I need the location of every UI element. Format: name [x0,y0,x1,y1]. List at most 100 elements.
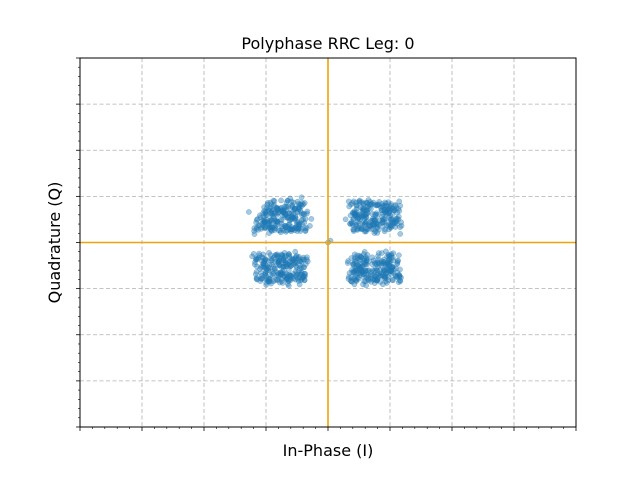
scatter-point [284,276,290,283]
scatter-point [367,201,374,208]
scatter-point [279,270,286,277]
scatter-point [396,272,402,278]
scatter-point [261,263,268,270]
scatter-point [373,212,379,218]
scatter-point [301,273,308,280]
scatter-point [367,219,373,226]
scatter-point [384,203,390,210]
scatter-point [353,271,359,277]
scatter-point [357,266,363,272]
scatter-point [385,258,392,265]
scatter-point [349,279,355,285]
scatter-point [278,216,284,223]
scatter-point [287,225,293,232]
scatter-point [277,227,283,234]
scatter-point [304,210,310,217]
scatter-point [280,257,287,264]
scatter-point [292,213,299,220]
scatter-point [354,226,361,232]
scatter-point [274,218,281,225]
scatter-point [273,205,280,211]
scatter-point [354,212,361,218]
scatter-point [268,209,275,216]
scatter-point [265,278,271,284]
scatter-point [308,216,315,222]
scatter-point [371,276,378,283]
scatter-point [295,221,302,228]
scatter-point [276,257,282,264]
scatter-point [260,210,267,217]
scatter-point [382,261,389,268]
scatter-point [394,261,400,268]
scatter-point [371,221,377,228]
scatter-point [355,262,362,269]
scatter-point [278,217,285,224]
scatter-point [382,275,388,281]
scatter-point [285,261,291,268]
scatter-point [275,271,282,277]
scatter-point [266,225,272,231]
scatter-point [375,260,382,266]
scatter-point [388,268,395,274]
scatter-point [281,203,288,210]
scatter-point [377,279,384,285]
scatter-point [367,271,374,278]
scatter-point [295,253,302,260]
scatter-point [293,221,300,228]
scatter-point [378,207,385,214]
scatter-point [362,260,369,267]
scatter-point [360,205,367,212]
scatter-point [388,268,395,275]
scatter-point [293,225,300,232]
scatter-point [264,217,271,223]
scatter-point [270,278,277,285]
scatter-point [392,224,399,230]
scatter-point [381,259,387,265]
scatter-point [278,204,285,211]
scatter-point [394,258,401,264]
scatter-point [297,207,304,214]
scatter-point [388,205,395,212]
scatter-point [365,267,371,274]
scatter-point [369,211,376,217]
scatter-point [353,221,360,228]
scatter-point [271,202,278,208]
scatter-point [355,265,362,272]
scatter-point [281,223,288,229]
scatter-point [379,213,385,220]
scatter-point [276,257,282,264]
scatter-point [298,194,305,201]
scatter-point [289,256,295,263]
scatter-point [283,263,290,270]
scatter-point [382,270,389,277]
scatter-point [278,271,285,278]
scatter-point [351,251,358,258]
scatter-point [359,263,365,270]
scatter-point [269,224,276,231]
scatter-point [364,209,371,216]
scatter-point [302,216,309,222]
scatter-point [388,221,395,228]
scatter-point [387,212,394,219]
scatter-point [349,220,355,227]
scatter-point [279,252,286,259]
scatter-point [382,278,389,285]
scatter-point [258,264,264,270]
scatter-point [383,202,389,209]
axis-ticks [76,57,577,431]
scatter-point [370,267,376,273]
scatter-point [276,255,283,262]
scatter-point [299,212,305,218]
scatter-point [269,261,275,268]
scatter-point [268,227,275,234]
scatter-point [256,252,263,259]
scatter-point [372,228,379,235]
scatter-point [256,222,263,229]
scatter-point [254,263,260,270]
scatter-point [384,253,390,260]
scatter-point [378,273,384,280]
scatter-point [352,213,359,220]
scatter-point [289,257,296,264]
scatter-point [259,224,265,231]
scatter-point [267,217,274,224]
